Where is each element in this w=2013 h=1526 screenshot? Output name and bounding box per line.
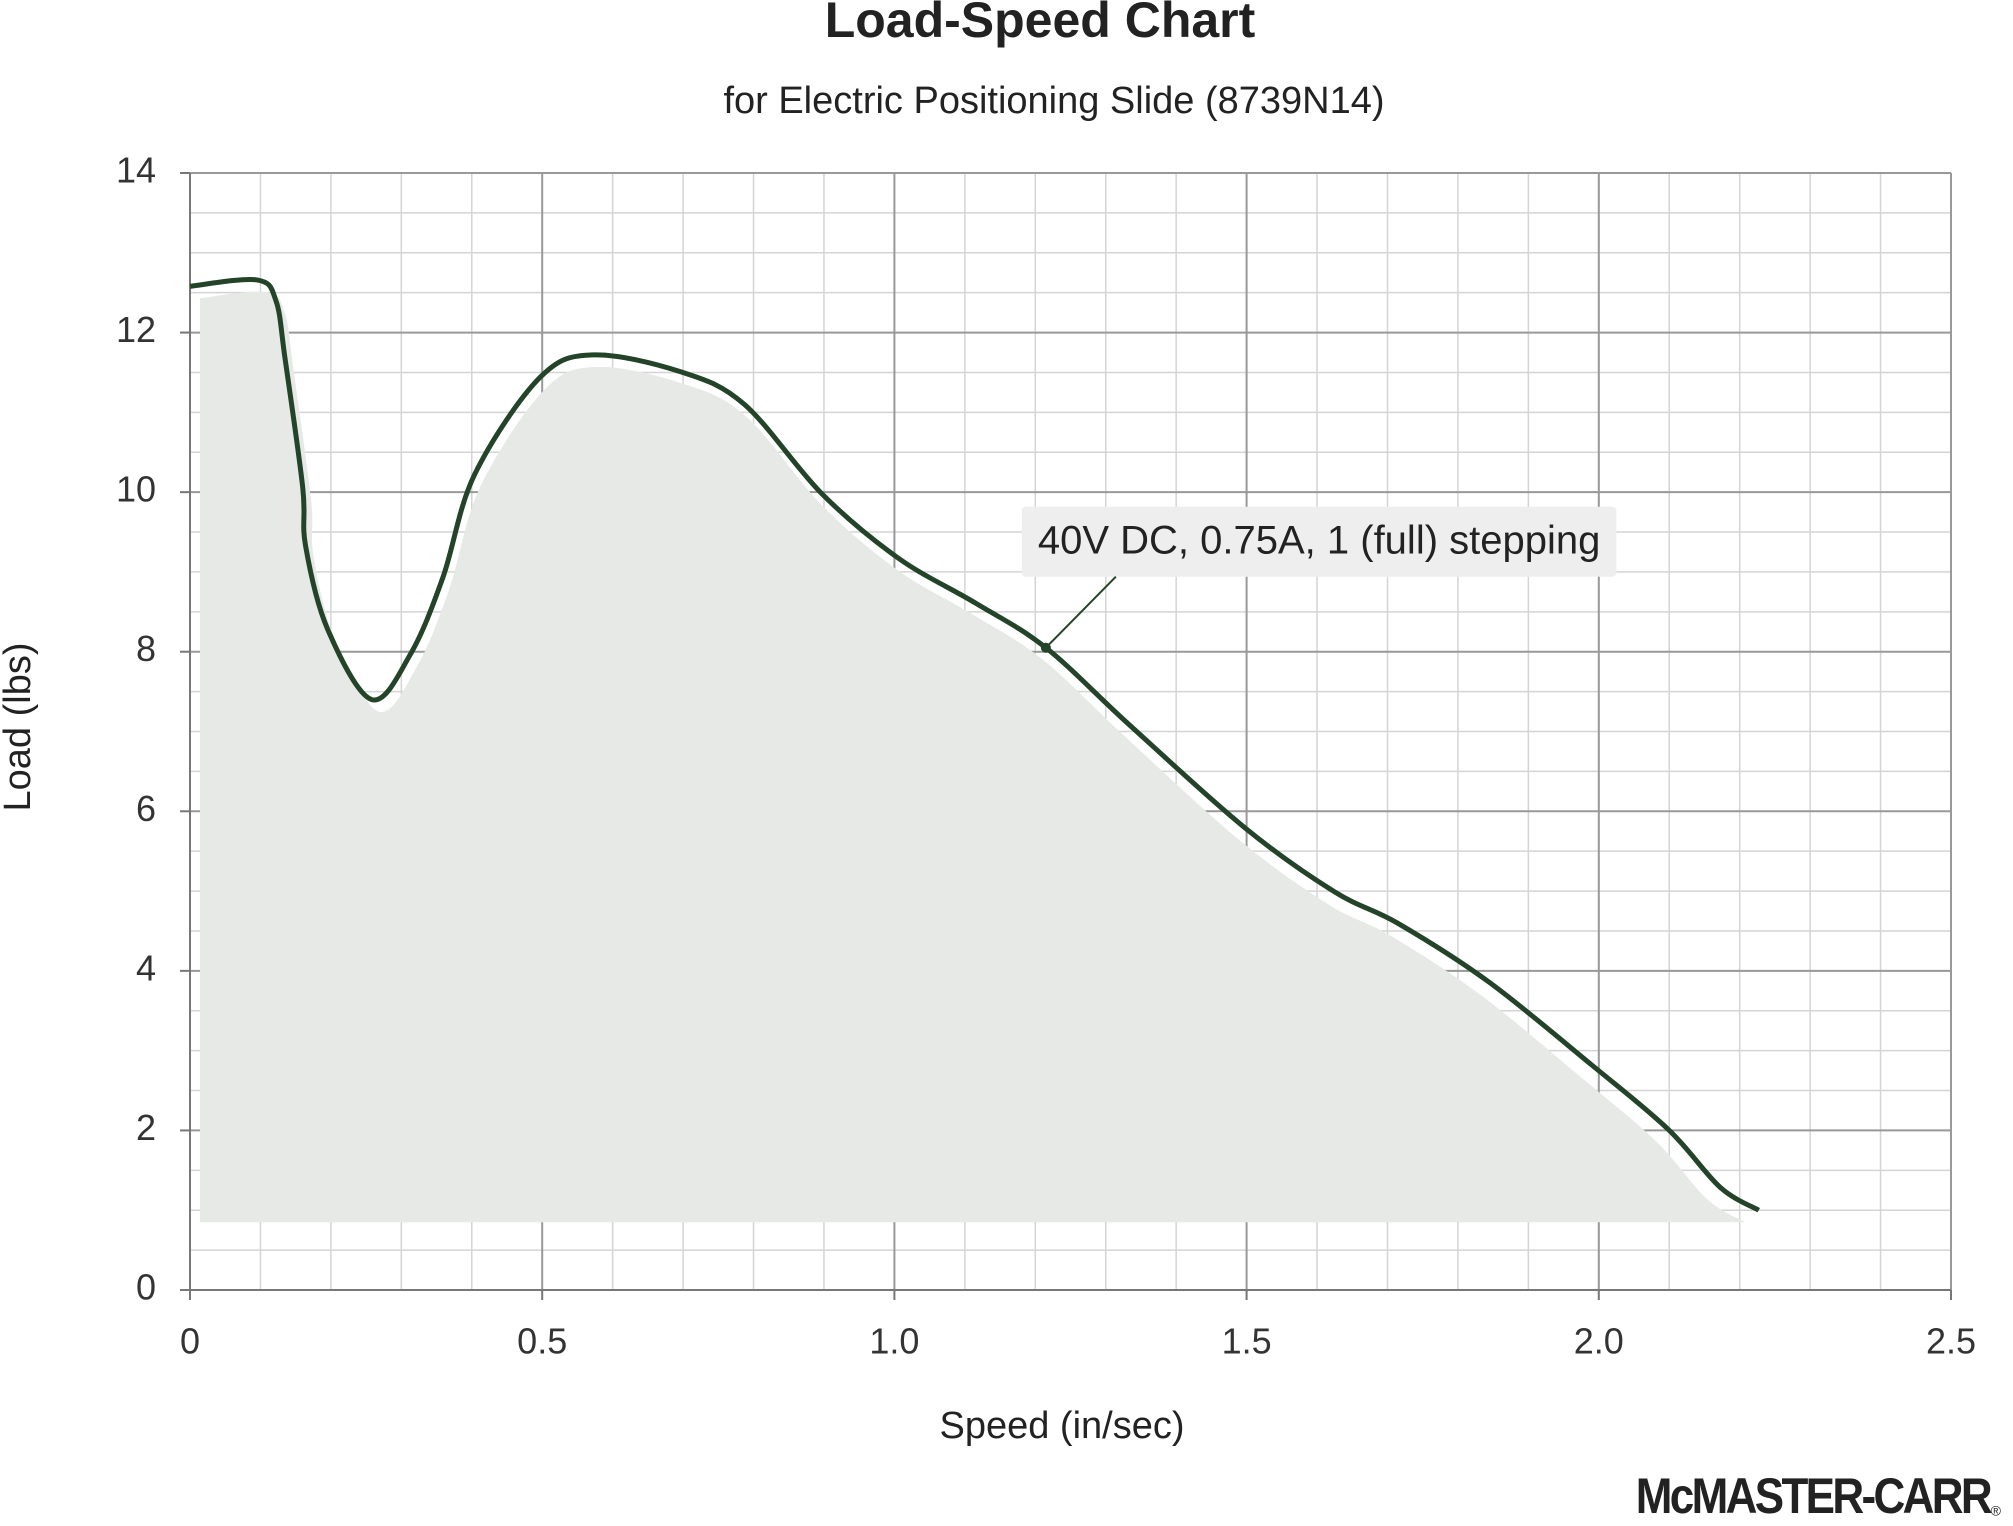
chart-subtitle: for Electric Positioning Slide (8739N14) [723, 80, 1384, 122]
annotation-leader [1045, 576, 1117, 649]
logo: McMASTER-CARR [1636, 1468, 1993, 1524]
x-tick-label: 1.5 [1222, 1321, 1272, 1362]
x-tick-label: 0 [180, 1321, 200, 1362]
y-tick-label: 0 [136, 1267, 156, 1308]
annotation-box [1021, 506, 1617, 577]
y-tick-label: 10 [116, 469, 156, 510]
annotation-point [1040, 642, 1051, 653]
x-tick-label: 2.5 [1926, 1321, 1976, 1362]
y-tick-label: 4 [136, 947, 156, 988]
logo-mark: ® [1991, 1503, 2002, 1519]
x-tick-label: 1.0 [869, 1321, 919, 1362]
y-tick-label: 12 [116, 309, 156, 350]
y-tick-label: 2 [136, 1107, 156, 1148]
y-tick-label: 14 [116, 150, 156, 191]
x-tick-label: 0.5 [517, 1321, 567, 1362]
y-tick-label: 8 [136, 628, 156, 669]
area-fill [200, 291, 1746, 1223]
y-axis-title: Load (lbs) [0, 643, 39, 812]
x-tick-label: 2.0 [1574, 1321, 1624, 1362]
line [189, 276, 1760, 1213]
x-axis-title: Speed (in/sec) [939, 1405, 1184, 1447]
chart-title: Load-Speed Chart [825, 0, 1256, 48]
annotation-text: 40V DC, 0.75A, 1 (full) stepping [1038, 518, 1601, 562]
y-tick-label: 6 [136, 788, 156, 829]
